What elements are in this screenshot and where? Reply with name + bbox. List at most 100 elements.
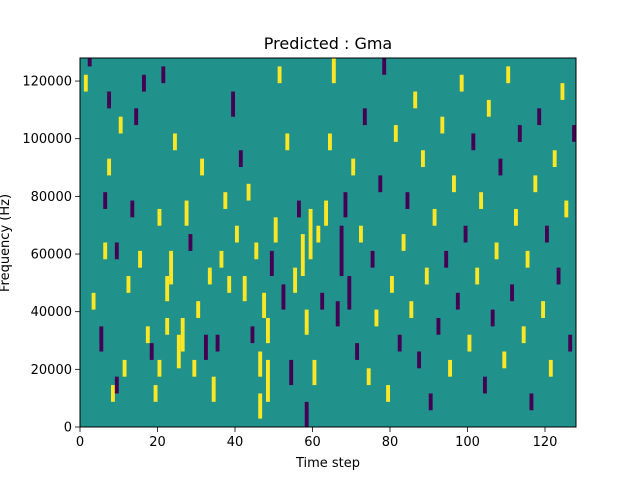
heatmap-cell	[184, 200, 189, 226]
heatmap-cell	[111, 385, 115, 402]
heatmap-cell	[157, 208, 162, 226]
heatmap-cell	[502, 351, 507, 369]
heatmap-cell	[126, 276, 131, 293]
heatmap-cell	[409, 301, 414, 318]
heatmap-cell	[324, 200, 329, 226]
heatmap-cell	[266, 317, 270, 344]
heatmap-cell	[521, 326, 526, 344]
x-tick-label: 100	[455, 435, 480, 450]
heatmap-cell	[541, 301, 546, 318]
heatmap-cell	[165, 276, 170, 302]
heatmap-cell	[359, 225, 363, 243]
y-tick-label: 40000	[31, 305, 72, 320]
heatmap-cell	[312, 359, 317, 386]
heatmap-cell	[328, 133, 332, 151]
heatmap-cell	[165, 317, 170, 335]
y-tick-label: 20000	[31, 363, 72, 378]
heatmap-cell	[91, 292, 96, 310]
heatmap-cell	[475, 267, 480, 285]
heatmap-cell	[397, 334, 402, 352]
heatmap-cell	[227, 276, 232, 293]
heatmap-cell	[300, 234, 305, 277]
heatmap-cell	[215, 334, 220, 352]
heatmap-cell	[173, 133, 177, 151]
heatmap-cell	[556, 267, 561, 285]
heatmap-cell	[486, 99, 491, 117]
heatmap-cell	[87, 58, 92, 67]
x-axis-label: Time step	[295, 456, 360, 471]
heatmap-cell	[548, 359, 553, 377]
x-tick-label: 120	[533, 435, 558, 450]
heatmap-cell	[207, 267, 212, 285]
heatmap-cell	[281, 284, 286, 310]
heatmap-cell	[297, 200, 301, 218]
heatmap-cell	[149, 343, 154, 360]
heatmap-cell	[552, 150, 557, 168]
heatmap-cell	[134, 108, 139, 126]
heatmap-cell	[145, 326, 150, 344]
heatmap-cell	[308, 208, 313, 260]
heatmap-cell	[320, 292, 325, 310]
heatmap-cell	[266, 359, 270, 402]
heatmap-cell	[514, 208, 518, 226]
heatmap-cell	[343, 192, 348, 218]
heatmap-cell	[490, 309, 495, 327]
heatmap-cell	[122, 359, 127, 377]
heatmap-cell	[444, 250, 449, 268]
heatmap-cell	[107, 158, 112, 176]
heatmap-cell	[440, 116, 445, 134]
heatmap-cell	[130, 200, 135, 218]
heatmap-cell	[382, 58, 387, 75]
heatmap-cell	[289, 359, 294, 386]
heatmap-cell	[471, 133, 476, 151]
heatmap-cell	[405, 192, 410, 209]
heatmap-cell	[479, 192, 484, 209]
heatmap-cell	[223, 192, 228, 209]
heatmap-cell	[455, 292, 460, 310]
y-tick-label: 120000	[22, 75, 72, 90]
y-tick-label: 0	[64, 421, 72, 436]
heatmap-cell	[304, 309, 309, 335]
heatmap-cell	[335, 301, 340, 327]
heatmap-cell	[293, 267, 298, 293]
heatmap-cell	[254, 242, 259, 260]
heatmap-background	[80, 58, 576, 427]
heatmap-cell	[103, 242, 108, 260]
heatmap-cell	[188, 234, 193, 251]
heatmap-cell	[339, 225, 344, 277]
heatmap-cells	[83, 58, 577, 427]
heatmap-cell	[374, 309, 379, 327]
y-axis: 0 20000 40000 60000 80000 100000 120000	[22, 75, 80, 436]
heatmap-cell	[448, 359, 453, 377]
heatmap-cell	[494, 242, 499, 260]
y-tick-label: 80000	[31, 190, 72, 205]
heatmap-cell	[529, 393, 534, 411]
heatmap-cell	[390, 276, 394, 293]
heatmap-cell	[246, 183, 251, 201]
heatmap-cell	[537, 108, 542, 126]
heatmap-cell	[428, 393, 433, 411]
heatmap-cell	[517, 125, 522, 142]
heatmap-cell	[564, 200, 569, 218]
heatmap-cell	[273, 217, 278, 243]
heatmap-cell	[180, 317, 185, 352]
heatmap-cell	[370, 250, 375, 268]
plot-area	[79, 57, 577, 428]
heatmap-cell	[118, 116, 123, 134]
heatmap-cell	[114, 242, 119, 260]
heatmap-cell	[510, 284, 515, 302]
heatmap-cell	[238, 150, 243, 168]
x-tick-label: 20	[149, 435, 166, 450]
heatmap-cell	[142, 74, 146, 92]
heatmap-cell	[572, 125, 577, 142]
heatmap-cell	[258, 393, 263, 419]
heatmap-cell	[138, 250, 143, 268]
x-tick-label: 60	[304, 435, 321, 450]
heatmap-cell	[277, 66, 282, 84]
heatmap-cell	[176, 334, 181, 369]
y-axis-label: Frequency (Hz)	[0, 194, 13, 292]
heatmap-cell	[568, 334, 573, 352]
heatmap-cell	[107, 91, 112, 109]
heatmap-cell	[285, 133, 290, 151]
